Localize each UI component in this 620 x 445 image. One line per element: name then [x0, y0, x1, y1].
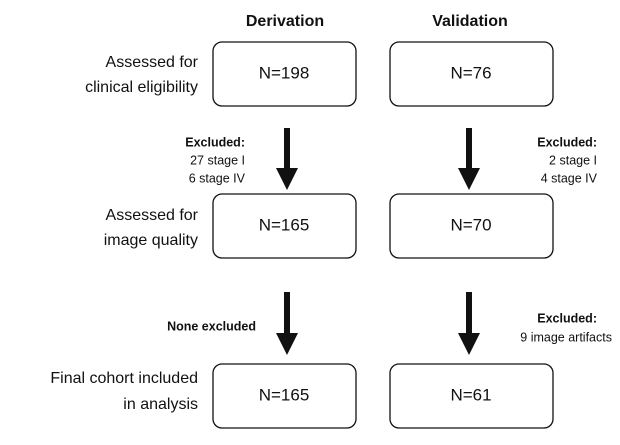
note-line: 4 stage IV	[541, 171, 598, 185]
box-count: N=70	[450, 215, 491, 234]
box-count: N=198	[259, 63, 310, 82]
box	[389, 193, 554, 259]
note-heading: Excluded:	[185, 135, 245, 149]
note-line: 27 stage I	[190, 153, 245, 167]
note-line: 9 image artifacts	[520, 330, 612, 344]
row-label: Assessed for	[106, 54, 199, 71]
row-label: image quality	[104, 232, 198, 249]
box-count: N=165	[259, 385, 310, 404]
note-heading: Excluded:	[537, 135, 597, 149]
note-heading: None excluded	[167, 319, 256, 333]
arrow	[276, 292, 480, 355]
row-label: clinical eligibility	[85, 79, 198, 96]
column-header: Derivation	[246, 13, 324, 30]
box	[389, 363, 554, 429]
note-line: 6 stage IV	[189, 171, 246, 185]
box-count: N=61	[450, 385, 491, 404]
box-count: N=165	[259, 215, 310, 234]
box	[212, 193, 357, 259]
row-label: Assessed for	[106, 207, 199, 224]
box	[389, 41, 554, 107]
note-line: 2 stage I	[549, 153, 597, 167]
column-header: Validation	[432, 13, 508, 30]
row-label: Final cohort included	[50, 370, 198, 387]
arrow	[276, 128, 480, 190]
note-heading: Excluded:	[537, 311, 597, 325]
box-count: N=76	[450, 63, 491, 82]
box	[212, 41, 357, 107]
box	[212, 363, 357, 429]
row-label: in analysis	[123, 396, 198, 413]
